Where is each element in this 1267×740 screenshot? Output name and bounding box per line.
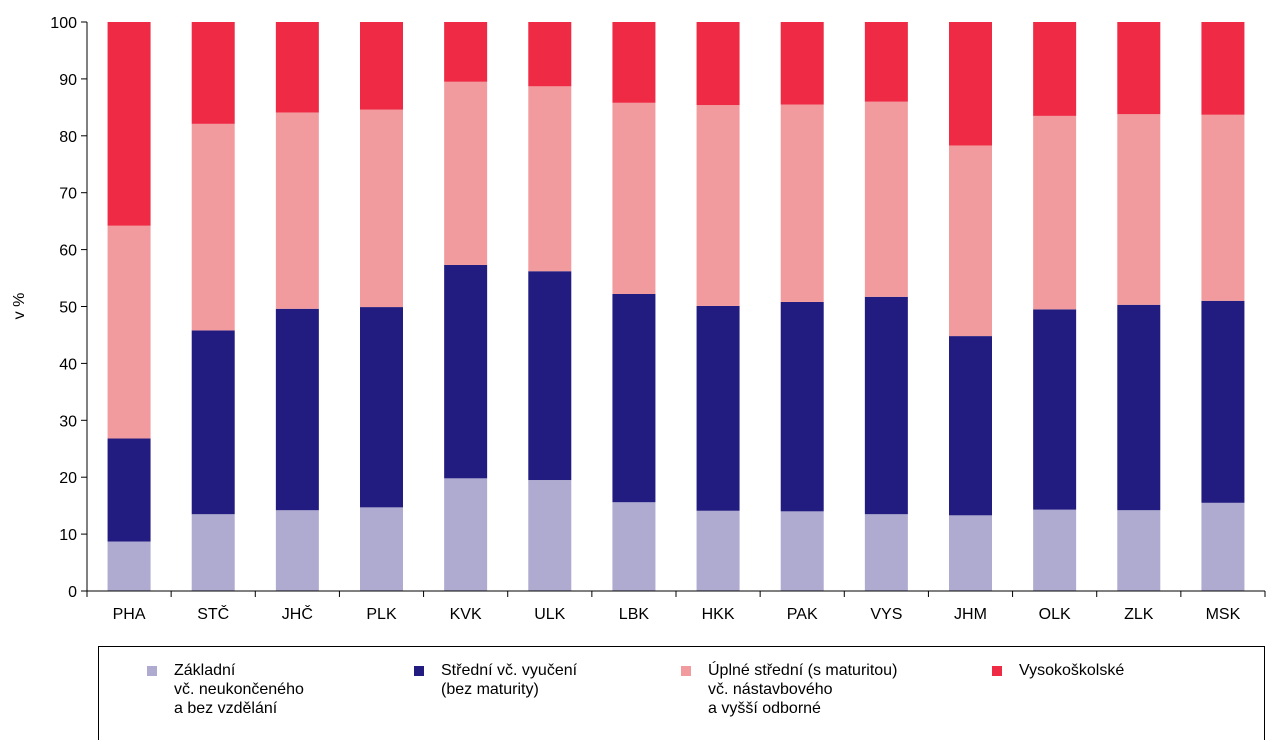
bar-lbk-series-0 [612,502,656,591]
x-tick-label-stc: STČ [197,604,229,623]
bar-kvk-series-2 [444,81,488,265]
x-tick-label-lbk: LBK [619,606,650,623]
bar-pak-series-1 [780,301,824,512]
y-tick-label: 60 [59,243,77,260]
bar-hkk-series-2 [696,105,740,306]
y-tick-label: 50 [59,300,77,317]
y-tick-label: 40 [59,356,77,373]
legend: Základní vč. neukončeného a bez vzdělání… [98,646,1265,740]
legend-label-vysokoskolske: Vysokoškolské [1019,662,1125,679]
bar-jhc-series-0 [275,510,319,591]
bar-plk-series-3 [360,22,403,110]
x-tick-label-zlk: ZLK [1124,606,1154,623]
bar-hkk-series-3 [696,22,740,106]
bar-jhm-series-0 [949,515,992,591]
bar-vys-series-2 [864,101,908,297]
x-tick-label-pak: PAK [787,606,818,623]
bar-jhc-series-1 [275,308,319,511]
bar-kvk-series-3 [444,22,488,82]
y-tick-label: 70 [59,186,77,203]
bar-pha-series-2 [107,225,151,439]
axes-layer: 0 10 20 30 40 50 60 70 80 90 100 PHA STČ JHČ PLK KVK ULK… [50,15,1266,623]
bar-pha-series-1 [107,438,151,542]
bar-pha-series-3 [107,22,151,226]
bar-jhm-series-2 [949,145,992,337]
bar-zlk-series-0 [1117,510,1161,591]
bar-stc-series-3 [191,22,235,124]
y-axis-label: v % [11,293,28,320]
bar-plk-series-2 [360,109,403,308]
bar-stc-series-0 [191,514,235,591]
bar-pak-series-0 [780,511,824,591]
x-tick-label-plk: PLK [366,606,397,623]
stacked-bar-chart: 0 10 20 30 40 50 60 70 80 90 100 PHA STČ JHČ PLK KVK ULK… [11,15,1266,623]
bar-pak-series-3 [780,22,824,105]
bar-lbk-series-3 [612,22,656,103]
bar-stc-series-1 [191,330,235,515]
x-tick-label-jhc: JHČ [282,604,313,623]
bar-msk-series-3 [1201,22,1245,115]
bar-jhc-series-2 [275,112,319,309]
y-tick-label: 90 [59,72,77,89]
bar-kvk-series-0 [444,478,488,591]
bar-ulk-series-2 [528,86,572,272]
legend-label-uplne-stredni: Úplné střední (s maturitou) vč. nástavbo… [708,662,898,717]
bar-lbk-series-2 [612,102,656,294]
bar-olk-series-3 [1033,22,1077,116]
bar-msk-series-0 [1201,502,1245,591]
bar-pha-series-0 [107,541,151,591]
y-tick-label: 0 [68,584,77,601]
bar-vys-series-3 [864,22,908,102]
x-tick-label-hkk: HKK [702,606,735,623]
x-tick-label-olk: OLK [1039,606,1071,623]
bar-lbk-series-1 [612,293,656,503]
bar-kvk-series-1 [444,264,488,479]
y-tick-label: 30 [59,413,77,430]
bar-jhc-series-3 [275,22,319,113]
bar-pak-series-2 [780,104,824,302]
x-tick-label-ulk: ULK [534,606,565,623]
bar-plk-series-0 [360,507,403,591]
bar-vys-series-1 [864,296,908,515]
legend-label-zakladni: Základní vč. neukončeného a bez vzdělání [174,662,304,717]
bar-stc-series-2 [191,123,235,331]
bar-jhm-series-1 [949,336,992,516]
legend-swatch-uplne-stredni [681,666,691,676]
bar-jhm-series-3 [949,22,992,146]
bar-ulk-series-1 [528,271,572,481]
bar-olk-series-2 [1033,115,1077,310]
bar-zlk-series-1 [1117,304,1161,511]
bar-msk-series-2 [1201,114,1245,301]
bar-ulk-series-0 [528,480,572,591]
x-tick-label-kvk: KVK [450,606,482,623]
bar-hkk-series-0 [696,510,740,591]
bar-plk-series-1 [360,307,403,508]
bar-zlk-series-3 [1117,22,1161,115]
y-tick-label: 20 [59,470,77,487]
y-tick-label: 10 [59,527,77,544]
x-tick-label-jhm: JHM [954,606,987,623]
x-tick-label-msk: MSK [1206,606,1241,623]
bar-olk-series-0 [1033,509,1077,591]
bar-olk-series-1 [1033,309,1077,510]
legend-label-stredni: Střední vč. vyučení (bez maturity) [441,662,578,698]
bar-hkk-series-1 [696,305,740,511]
legend-swatch-stredni [414,666,424,676]
bar-ulk-series-3 [528,22,572,87]
x-tick-label-vys: VYS [870,606,902,623]
bar-vys-series-0 [864,514,908,591]
x-tick-label-pha: PHA [113,606,146,623]
bar-msk-series-1 [1201,300,1245,503]
legend-swatch-vysokoskolske [992,666,1002,676]
bar-zlk-series-2 [1117,114,1161,305]
legend-swatch-zakladni [147,666,157,676]
y-tick-label: 80 [59,129,77,146]
bars-layer [107,22,1245,591]
y-tick-label: 100 [50,15,77,32]
